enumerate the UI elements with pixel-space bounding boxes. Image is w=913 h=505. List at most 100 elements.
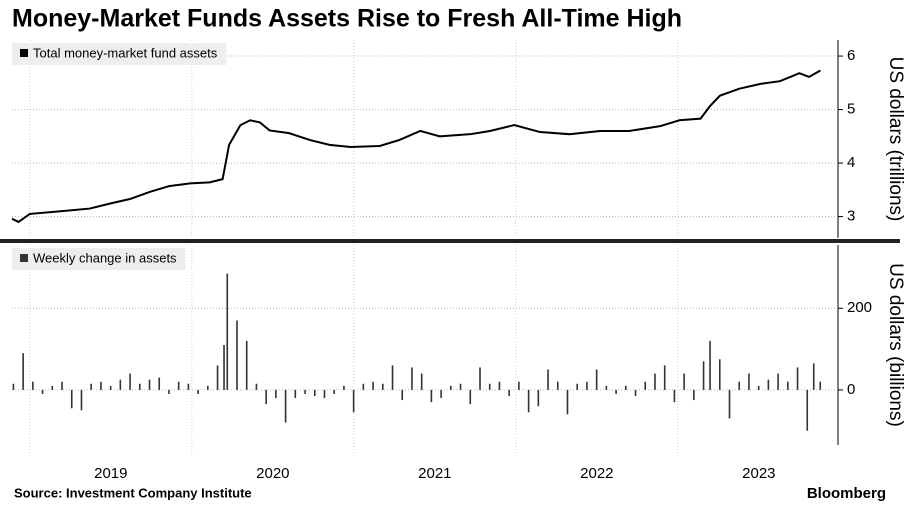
legend-box [12,43,227,65]
bar [748,373,750,390]
bar [255,383,258,390]
legend-box [12,248,186,270]
bar [556,381,559,390]
bar [284,389,287,423]
bar [547,369,549,390]
bar [479,367,481,390]
bar [187,383,190,390]
bar [177,381,180,390]
bar [537,389,540,407]
bar [168,389,170,394]
bar [796,367,799,390]
bar [226,273,229,390]
bar [576,383,579,390]
x-tick-label: 2022 [580,465,613,482]
bar [80,389,83,411]
bar [119,379,122,390]
bar [90,383,92,390]
bar [70,389,73,409]
bar [313,389,316,397]
bar [586,381,588,390]
bar [819,381,822,390]
bar [223,345,225,390]
y-axis-title: US dollars (billions) [885,263,906,427]
bar [767,379,770,390]
bar [381,383,384,390]
bar [806,389,809,431]
bar [527,389,530,413]
bar [343,385,345,390]
bar [518,381,520,390]
bar [469,389,472,405]
bar [411,367,413,390]
x-tick-label: 2020 [256,465,289,482]
bar [352,389,355,413]
y-tick-label: 0 [847,381,855,398]
bar [265,389,267,405]
bar [440,389,442,399]
bar [709,340,711,390]
bar [138,383,141,390]
bar [333,389,335,394]
source: Source: Investment Company Institute [14,485,252,500]
bar [32,381,34,390]
brand: Bloomberg [807,485,886,502]
bar [566,389,569,415]
bar [654,373,656,390]
bar [22,353,24,390]
bar [812,363,815,390]
bar [323,389,326,399]
bar [372,381,374,390]
x-tick-label: 2021 [418,465,451,482]
bar [498,381,501,390]
bar [693,389,695,401]
bar [41,389,44,394]
bar [595,369,598,390]
y-tick-label: 6 [847,47,855,64]
bar [275,389,277,399]
bar [61,381,63,390]
bar [236,320,238,390]
bar [51,385,54,390]
bar [663,365,666,390]
bar [673,389,676,403]
y-tick-label: 4 [847,154,855,171]
bar [245,340,248,390]
bar [644,381,647,390]
bar [401,389,404,401]
bar [728,389,731,419]
bar [488,383,491,390]
legend-label: Weekly change in assets [33,250,177,265]
bar [508,389,510,397]
bar [738,381,741,390]
y-tick-label: 3 [847,208,855,225]
y-tick-label: 200 [847,299,872,316]
bar [459,383,462,390]
bar [683,373,685,390]
bar [12,383,15,390]
panel-separator [0,239,900,243]
bar [129,373,131,390]
y-axis-title: US dollars (trillions) [885,57,906,222]
legend-label: Total money-market fund assets [33,45,218,60]
chart-title: Money-Market Funds Assets Rise to Fresh … [12,5,682,33]
bar [634,389,637,397]
bar [625,385,627,390]
bar [450,385,452,390]
bar [158,377,161,390]
bar [304,389,306,394]
bar [294,389,297,399]
bar [100,381,102,390]
bar [109,385,112,390]
x-tick-label: 2023 [742,465,775,482]
bar [615,389,617,394]
y-tick-label: 5 [847,101,855,118]
legend-swatch [20,254,28,262]
bar [702,361,705,390]
bar [430,389,433,403]
bar [787,381,789,390]
bar [605,385,608,390]
bar [148,379,151,390]
bar [197,389,199,394]
